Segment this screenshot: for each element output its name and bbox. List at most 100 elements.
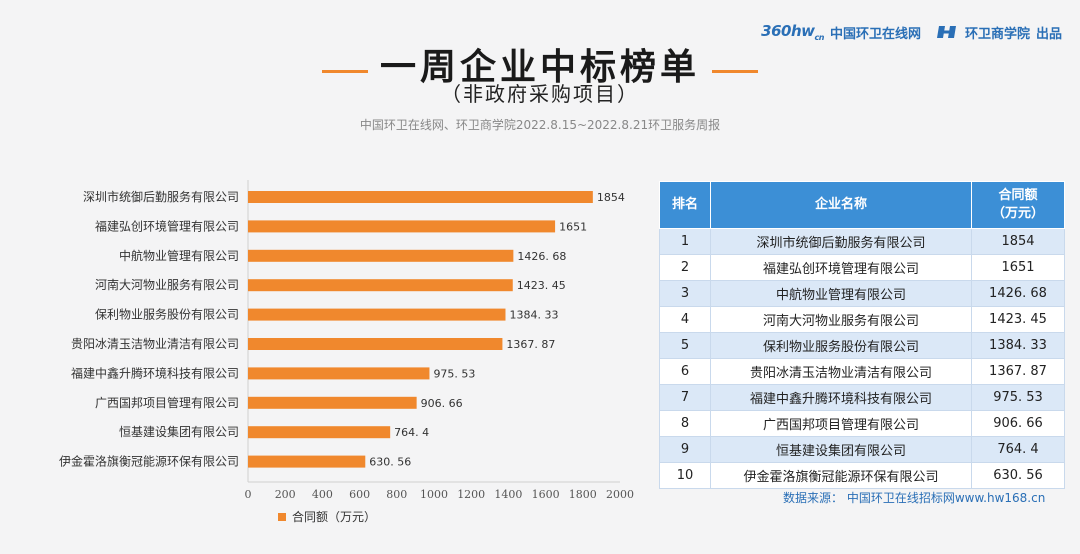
company-cell: 福建弘创环境管理有限公司: [710, 254, 972, 281]
category-label: 伊金霍洛旗衡冠能源环保有限公司: [59, 454, 239, 469]
x-tick-label: 1600: [532, 488, 560, 501]
table-row: 4 河南大河物业服务有限公司 1423. 45: [659, 306, 1065, 333]
x-tick-label: 1400: [494, 488, 522, 501]
bar: [248, 308, 506, 321]
company-cell: 恒基建设集团有限公司: [710, 436, 972, 463]
amount-cell: 764. 4: [971, 436, 1065, 463]
rank-cell: 5: [659, 332, 711, 359]
bar: [248, 191, 593, 203]
header-rank: 排名: [659, 181, 711, 229]
category-label: 贵阳冰清玉洁物业清洁有限公司: [71, 337, 239, 351]
produced-label: 出品: [1035, 26, 1062, 42]
header-company: 企业名称: [710, 181, 972, 229]
category-label: 福建中鑫升腾环境科技有限公司: [71, 365, 239, 380]
bar-value-label: 975. 53: [433, 367, 475, 380]
table-row: 6 贵阳冰清玉洁物业清洁有限公司 1367. 87: [659, 358, 1065, 385]
rank-cell: 7: [659, 384, 711, 411]
company-cell: 中航物业管理有限公司: [710, 280, 972, 307]
x-tick-label: 1800: [569, 488, 597, 501]
company-cell: 保利物业服务股份有限公司: [710, 332, 972, 359]
bar: [248, 220, 556, 233]
bar-value-label: 1651: [559, 220, 587, 233]
bar-value-label: 630. 56: [369, 456, 411, 469]
title-decoration-right: [712, 70, 758, 73]
page-subtitle: （非政府采购项目）: [441, 82, 639, 106]
category-label: 深圳市统御后勤服务有限公司: [83, 189, 239, 204]
ranking-table: 排名 企业名称 合同额 （万元） 1 深圳市统御后勤服务有限公司 1854 2 福建弘创环…: [659, 181, 1065, 489]
ranking-table-wrap: 排名 企业名称 合同额 （万元） 1 深圳市统御后勤服务有限公司 1854 2 福建弘创环…: [659, 181, 1065, 489]
brand-bar: 360hwcn 中国环卫在线网 环卫商学院 出品: [761, 22, 1062, 42]
x-tick-label: 0: [245, 488, 252, 501]
category-label: 恒基建设集团有限公司: [119, 424, 239, 439]
bar-value-label: 1367. 87: [506, 338, 555, 351]
amount-cell: 1651: [971, 254, 1065, 281]
legend-swatch: [278, 513, 286, 521]
bar-value-label: 1384. 33: [509, 309, 558, 322]
amount-cell: 1854: [971, 228, 1065, 255]
table-row: 2 福建弘创环境管理有限公司 1651: [659, 254, 1065, 281]
academy-name: 环卫商学院: [964, 26, 1030, 42]
bar: [248, 426, 391, 439]
company-cell: 伊金霍洛旗衡冠能源环保有限公司: [710, 462, 972, 489]
table-row: 8 广西国邦项目管理有限公司 906. 66: [659, 410, 1065, 437]
category-label: 河南大河物业服务有限公司: [95, 277, 239, 292]
category-label: 中航物业管理有限公司: [119, 248, 239, 263]
rank-cell: 2: [659, 254, 711, 281]
amount-cell: 1426. 68: [971, 280, 1065, 307]
bar-value-label: 1426. 68: [517, 250, 566, 263]
company-cell: 广西国邦项目管理有限公司: [710, 410, 972, 437]
page-title: 一周企业中标榜单: [379, 47, 700, 88]
rank-cell: 3: [659, 280, 711, 307]
x-tick-label: 600: [349, 488, 370, 501]
amount-cell: 906. 66: [971, 410, 1065, 437]
bar-value-label: 764. 4: [394, 426, 429, 439]
amount-cell: 975. 53: [971, 384, 1065, 411]
bar: [248, 249, 514, 262]
amount-cell: 630. 56: [971, 462, 1065, 489]
legend-label: 合同额（万元）: [292, 509, 376, 524]
table-row: 3 中航物业管理有限公司 1426. 68: [659, 280, 1065, 307]
bar: [248, 455, 366, 468]
x-tick-label: 800: [386, 488, 407, 501]
rank-cell: 10: [659, 462, 711, 489]
bar-value-label: 906. 66: [421, 397, 463, 410]
rank-cell: 1: [659, 228, 711, 255]
logo-360hw: 360hwcn: [761, 22, 824, 42]
bar: [248, 279, 513, 292]
title-decoration-left: [322, 70, 368, 73]
rank-cell: 4: [659, 306, 711, 333]
bar: [248, 396, 417, 409]
category-label: 福建弘创环境管理有限公司: [95, 218, 239, 233]
amount-cell: 1384. 33: [971, 332, 1065, 359]
table-row: 7 福建中鑫升腾环境科技有限公司 975. 53: [659, 384, 1065, 411]
table-row: 5 保利物业服务股份有限公司 1384. 33: [659, 332, 1065, 359]
company-cell: 深圳市统御后勤服务有限公司: [710, 228, 972, 255]
x-tick-label: 200: [275, 488, 296, 501]
amount-cell: 1423. 45: [971, 306, 1065, 333]
rank-cell: 8: [659, 410, 711, 437]
academy-logo-icon: [936, 26, 956, 38]
table-row: 10 伊金霍洛旗衡冠能源环保有限公司 630. 56: [659, 462, 1065, 489]
table-header-row: 排名 企业名称 合同额 （万元）: [659, 181, 1065, 229]
company-cell: 贵阳冰清玉洁物业清洁有限公司: [710, 358, 972, 385]
table-row: 1 深圳市统御后勤服务有限公司 1854: [659, 228, 1065, 255]
header-amount: 合同额 （万元）: [971, 181, 1065, 229]
x-tick-label: 400: [312, 488, 333, 501]
x-tick-label: 1000: [420, 488, 448, 501]
bar-value-label: 1854: [597, 191, 625, 204]
bar: [248, 338, 503, 350]
bar: [248, 367, 430, 380]
table-row: 9 恒基建设集团有限公司 764. 4: [659, 436, 1065, 463]
x-tick-label: 1200: [457, 488, 485, 501]
report-source: 中国环卫在线网、环卫商学院2022.8.15~2022.8.21环卫服务周报: [359, 118, 721, 132]
bar-value-label: 1423. 45: [517, 279, 566, 292]
bar-chart: 深圳市统御后勤服务有限公司 1854 福建弘创环境管理有限公司 1651 中航物业管理有…: [59, 180, 634, 524]
category-label: 保利物业服务股份有限公司: [95, 307, 239, 322]
x-tick-label: 2000: [606, 488, 634, 501]
rank-cell: 6: [659, 358, 711, 385]
company-cell: 福建中鑫升腾环境科技有限公司: [710, 384, 972, 411]
site-name: 中国环卫在线网: [829, 26, 921, 42]
data-source-note: 数据来源： 中国环卫在线招标网www.hw168.cn: [783, 491, 1046, 505]
rank-cell: 9: [659, 436, 711, 463]
amount-cell: 1367. 87: [971, 358, 1065, 385]
